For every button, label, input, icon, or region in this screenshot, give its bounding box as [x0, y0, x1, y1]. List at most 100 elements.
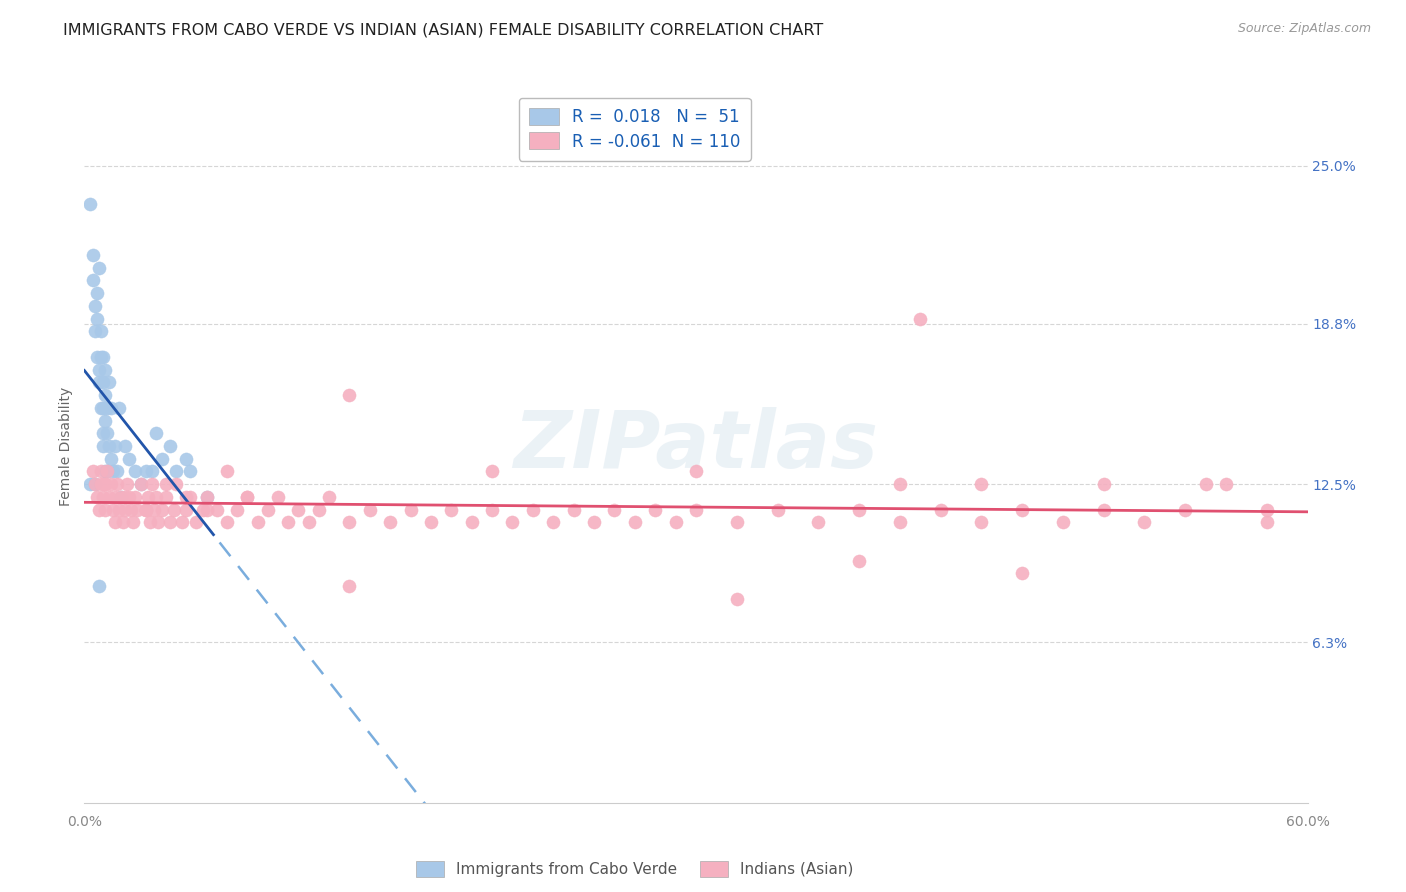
Point: [1092, 477, 1115, 491]
Point: [97, 439, 120, 453]
Point: [174, 451, 197, 466]
Point: [195, 490, 218, 504]
Point: [481, 502, 503, 516]
Point: [298, 516, 321, 530]
Point: [236, 490, 259, 504]
Point: [91, 426, 114, 441]
Point: [186, 516, 208, 530]
Point: [135, 502, 157, 516]
Point: [82, 273, 104, 287]
Point: [399, 502, 422, 516]
Point: [110, 490, 132, 504]
Point: [118, 490, 141, 504]
Point: [87, 362, 110, 376]
Point: [583, 516, 606, 530]
Point: [889, 516, 911, 530]
Point: [339, 579, 361, 593]
Point: [83, 299, 105, 313]
Point: [1195, 477, 1218, 491]
Point: [267, 490, 290, 504]
Point: [82, 465, 104, 479]
Y-axis label: Female Disability: Female Disability: [59, 386, 73, 506]
Point: [970, 516, 993, 530]
Point: [318, 490, 340, 504]
Point: [118, 451, 141, 466]
Point: [150, 502, 173, 516]
Point: [124, 490, 146, 504]
Point: [339, 388, 361, 402]
Point: [86, 350, 108, 364]
Point: [685, 465, 707, 479]
Point: [665, 516, 688, 530]
Point: [131, 477, 153, 491]
Point: [136, 490, 159, 504]
Point: [165, 465, 187, 479]
Point: [90, 465, 112, 479]
Point: [1011, 566, 1033, 581]
Point: [848, 554, 870, 568]
Point: [195, 502, 218, 516]
Point: [91, 490, 114, 504]
Point: [1092, 502, 1115, 516]
Point: [145, 426, 167, 441]
Point: [96, 465, 118, 479]
Point: [108, 502, 131, 516]
Point: [562, 502, 585, 516]
Point: [226, 502, 249, 516]
Point: [83, 477, 105, 491]
Point: [380, 516, 402, 530]
Text: IMMIGRANTS FROM CABO VERDE VS INDIAN (ASIAN) FEMALE DISABILITY CORRELATION CHART: IMMIGRANTS FROM CABO VERDE VS INDIAN (AS…: [63, 22, 824, 37]
Point: [461, 516, 484, 530]
Point: [246, 516, 269, 530]
Point: [127, 502, 149, 516]
Point: [104, 490, 127, 504]
Point: [93, 465, 115, 479]
Point: [287, 502, 309, 516]
Point: [257, 502, 280, 516]
Point: [1256, 502, 1278, 516]
Point: [725, 591, 748, 606]
Point: [217, 465, 239, 479]
Point: [807, 516, 830, 530]
Point: [87, 260, 110, 275]
Point: [308, 502, 330, 516]
Point: [96, 465, 118, 479]
Point: [174, 490, 197, 504]
Point: [481, 465, 503, 479]
Point: [91, 439, 114, 453]
Point: [163, 502, 186, 516]
Point: [114, 502, 136, 516]
Point: [90, 350, 112, 364]
Point: [135, 502, 157, 516]
Point: [145, 490, 167, 504]
Point: [100, 451, 122, 466]
Point: [86, 286, 108, 301]
Point: [87, 579, 110, 593]
Point: [191, 502, 214, 516]
Point: [93, 362, 115, 376]
Point: [644, 502, 666, 516]
Point: [86, 490, 108, 504]
Point: [93, 413, 115, 427]
Point: [112, 516, 135, 530]
Point: [155, 490, 177, 504]
Point: [87, 502, 110, 516]
Point: [685, 502, 707, 516]
Point: [96, 401, 118, 415]
Point: [1011, 502, 1033, 516]
Point: [205, 502, 228, 516]
Point: [86, 311, 108, 326]
Point: [104, 516, 127, 530]
Point: [142, 502, 165, 516]
Point: [1256, 516, 1278, 530]
Point: [120, 502, 142, 516]
Point: [543, 516, 565, 530]
Point: [122, 516, 145, 530]
Point: [124, 465, 146, 479]
Point: [135, 465, 157, 479]
Point: [725, 516, 748, 530]
Point: [522, 502, 544, 516]
Text: Source: ZipAtlas.com: Source: ZipAtlas.com: [1237, 22, 1371, 36]
Point: [217, 516, 239, 530]
Point: [889, 477, 911, 491]
